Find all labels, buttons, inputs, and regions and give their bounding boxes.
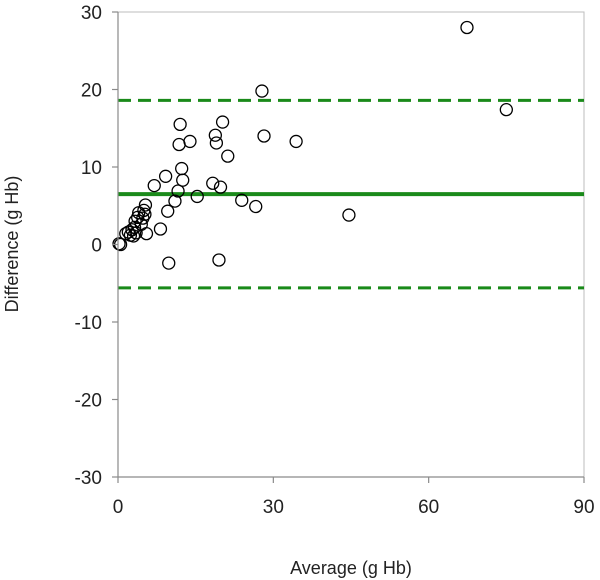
data-point: [147, 178, 161, 193]
x-tick-label: 30: [263, 497, 284, 518]
x-axis-title: Average (g Hb): [290, 558, 412, 578]
axes: 30 20 10 0 -10 -20 -30 0 30 60 90: [75, 3, 595, 518]
data-point: [158, 169, 173, 183]
data-point: [173, 117, 187, 132]
y-tick-label: -20: [75, 391, 102, 412]
reference-lines: [118, 98, 584, 290]
data-point: [208, 128, 222, 142]
data-point: [460, 20, 474, 35]
data-point: [138, 207, 152, 221]
y-tick-label: -30: [75, 468, 102, 489]
data-point: [162, 256, 176, 270]
plot-frame: [117, 11, 585, 478]
data-point: [126, 229, 141, 243]
data-point: [221, 149, 235, 163]
data-point: [153, 222, 168, 236]
data-point: [235, 193, 249, 207]
x-tick-label: 90: [573, 497, 594, 518]
data-point: [215, 115, 230, 129]
data-point: [213, 180, 228, 194]
y-tick-label: -10: [75, 313, 102, 334]
y-axis-title: Difference (g Hb): [2, 176, 22, 313]
data-point: [171, 184, 185, 198]
data-point: [206, 176, 220, 190]
data-point: [172, 137, 186, 152]
data-point: [128, 214, 142, 228]
data-point: [249, 199, 263, 214]
data-point: [175, 161, 189, 176]
data-point: [176, 173, 190, 187]
y-tick-label: 0: [91, 236, 102, 257]
data-point: [139, 226, 154, 241]
y-tick-label: 10: [81, 158, 102, 179]
data-point: [257, 129, 271, 143]
data-point: [255, 84, 269, 98]
data-point: [183, 134, 197, 149]
y-tick-label: 30: [81, 3, 102, 24]
x-tick-label: 60: [418, 497, 439, 518]
data-point: [138, 198, 153, 212]
data-point: [168, 194, 182, 208]
data-point: [212, 253, 226, 267]
data-point: [289, 134, 303, 149]
x-tick-label: 0: [113, 497, 124, 518]
data-point: [342, 208, 356, 222]
data-point: [499, 103, 513, 117]
y-tick-label: 20: [81, 81, 102, 102]
data-point: [161, 204, 175, 218]
data-point: [127, 220, 142, 235]
data-point: [190, 189, 204, 204]
data-point: [209, 136, 224, 150]
data-points: [112, 20, 513, 270]
